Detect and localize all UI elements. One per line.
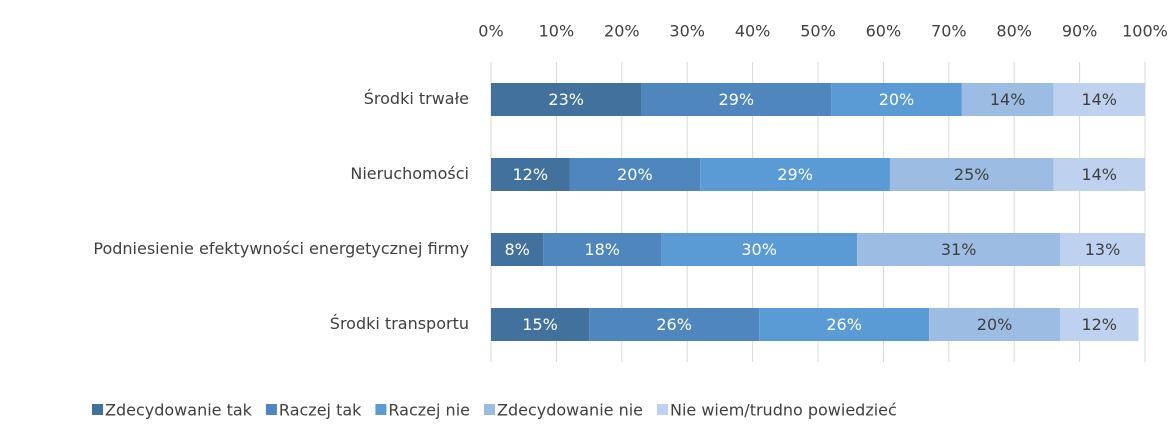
bar-segment <box>491 83 642 116</box>
data-label: 18% <box>584 240 620 259</box>
data-label: 29% <box>777 165 813 184</box>
bar-segment <box>889 158 1054 191</box>
x-tick-label: 0% <box>478 22 503 41</box>
legend-label: Zdecydowanie nie <box>497 401 643 420</box>
data-label: 26% <box>656 315 692 334</box>
data-label: 20% <box>977 315 1013 334</box>
data-label: 30% <box>741 240 777 259</box>
x-tick-label: 10% <box>539 22 575 41</box>
data-label: 8% <box>504 240 529 259</box>
legend-swatch <box>657 404 668 415</box>
bar-segment <box>759 308 930 341</box>
bar-segment <box>491 308 590 341</box>
bar-segment <box>569 158 701 191</box>
legend-swatch <box>483 404 495 415</box>
bar-segment <box>661 233 858 266</box>
data-label: 26% <box>826 315 862 334</box>
x-tick-label: 80% <box>996 22 1032 41</box>
bar-segment <box>543 233 662 266</box>
x-tick-label: 70% <box>931 22 967 41</box>
data-label: 12% <box>512 165 548 184</box>
data-label: 15% <box>522 315 558 334</box>
y-tick-label: Podniesienie efektywności energetycznej … <box>93 239 469 258</box>
bar-segment <box>589 308 760 341</box>
bar-segment <box>1053 158 1145 191</box>
data-label: 14% <box>990 90 1026 109</box>
y-tick-label: Środki transportu <box>330 314 469 333</box>
legend-swatch <box>92 404 103 415</box>
legend-swatch <box>265 404 277 415</box>
legend-label: Raczej tak <box>279 401 362 420</box>
bar-segment <box>491 158 570 191</box>
x-tick-label: 60% <box>866 22 902 41</box>
legend-swatch <box>375 404 387 415</box>
bar-segment <box>491 233 544 266</box>
y-tick-label: Nieruchomości <box>350 164 469 183</box>
bar-segment <box>1059 233 1145 266</box>
x-tick-label: 90% <box>1062 22 1098 41</box>
data-label: 12% <box>1081 315 1117 334</box>
data-label: 14% <box>1081 90 1117 109</box>
bar-segment <box>929 308 1060 341</box>
data-label: 25% <box>954 165 990 184</box>
bar-segment <box>831 83 962 116</box>
data-label: 20% <box>617 165 653 184</box>
bar-segment <box>961 83 1054 116</box>
data-label: 29% <box>718 90 754 109</box>
legend-label: Zdecydowanie tak <box>105 401 253 420</box>
x-tick-label: 100% <box>1122 22 1168 41</box>
data-label: 13% <box>1085 240 1121 259</box>
data-label: 20% <box>879 90 915 109</box>
data-label: 23% <box>548 90 584 109</box>
legend-label: Nie wiem/trudno powiedzieć <box>670 401 897 420</box>
x-tick-label: 20% <box>604 22 640 41</box>
y-tick-label: Środki trwałe <box>364 89 469 108</box>
x-tick-label: 40% <box>735 22 771 41</box>
legend-label: Raczej nie <box>388 401 470 420</box>
bar-segment <box>1053 83 1145 116</box>
bar-segment <box>641 83 832 116</box>
bar-segment <box>1059 308 1139 341</box>
bar-segment <box>700 158 890 191</box>
x-tick-label: 50% <box>800 22 836 41</box>
bar-segment <box>857 233 1060 266</box>
data-label: 14% <box>1081 165 1117 184</box>
x-tick-label: 30% <box>669 22 705 41</box>
data-label: 31% <box>941 240 977 259</box>
